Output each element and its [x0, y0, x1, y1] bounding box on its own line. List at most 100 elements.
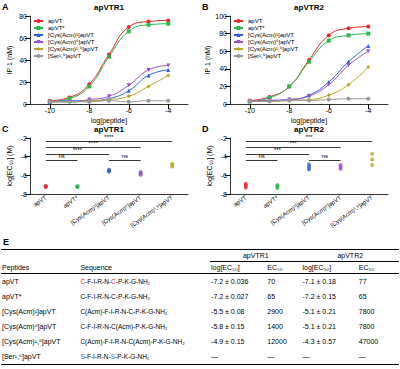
svg-text:[Cys(Acm)¹,⁶]apVT: [Cys(Acm)¹,⁶]apVT	[248, 46, 298, 52]
html-text:apVT*: apVT*	[2, 293, 22, 300]
html-text:apVTR2: apVTR2	[337, 252, 364, 259]
svg-text:-4: -4	[165, 107, 171, 114]
svg-text:apVT*: apVT*	[248, 25, 265, 31]
svg-text:-6: -6	[126, 107, 132, 114]
svg-text:[Cys(Acm)⁶]apVT: [Cys(Acm)⁶]apVT	[48, 39, 95, 45]
svg-text:apVTR1: apVTR1	[94, 125, 124, 134]
svg-text:****: ****	[104, 134, 114, 140]
html-text:7800: 7800	[358, 308, 375, 315]
svg-text:log[peptide]: log[peptide]	[291, 117, 327, 125]
svg-text:-4: -4	[221, 153, 227, 160]
svg-text:40: 40	[19, 57, 27, 64]
svg-text:-2: -2	[21, 135, 27, 142]
svg-text:ns: ns	[258, 153, 264, 159]
html-text:apVTR1: apVTR1	[242, 252, 269, 259]
svg-text:[Cys(Acm)¹,⁶]apVT: [Cys(Acm)¹,⁶]apVT	[329, 194, 374, 228]
svg-text:D: D	[202, 124, 209, 134]
svg-text:ns: ns	[322, 153, 328, 159]
svg-text:-6: -6	[221, 172, 227, 179]
svg-text:apVTR2: apVTR2	[294, 3, 324, 12]
svg-text:***: ***	[274, 147, 282, 153]
svg-text:apVT*: apVT*	[62, 194, 80, 209]
html-text:apVT: apVT	[2, 278, 19, 285]
svg-text:20: 20	[219, 83, 227, 90]
svg-text:apVT: apVT	[248, 18, 263, 24]
html-text:C(Acm)-F-I-R-N-C-P-K-G-NH₂: C(Acm)-F-I-R-N-C-P-K-G-NH₂	[80, 308, 168, 315]
svg-text:apVT*: apVT*	[48, 25, 65, 31]
html-text:[Cys(Acm)⁶]apVT: [Cys(Acm)⁶]apVT	[2, 323, 57, 330]
svg-text:[Cys(Acm)¹]apVT: [Cys(Acm)¹]apVT	[248, 32, 294, 38]
svg-text:60: 60	[19, 35, 27, 42]
svg-text:[Cys(Acm)¹]apVT: [Cys(Acm)¹]apVT	[69, 194, 111, 226]
html-text:70: 70	[267, 278, 276, 285]
svg-text:-8: -8	[86, 107, 92, 114]
svg-text:apVT*: apVT*	[262, 194, 280, 209]
html-text:-5.5 ± 0.08: -5.5 ± 0.08	[211, 308, 245, 315]
html-text:EC₅₀: EC₅₀	[358, 264, 375, 271]
html-text:-7.2 ± 0.027: -7.2 ± 0.027	[211, 293, 249, 300]
svg-text:80: 80	[19, 13, 27, 20]
html-text:2900: 2900	[267, 308, 283, 315]
html-text:Peptides: Peptides	[2, 263, 30, 271]
svg-text:apVT: apVT	[232, 194, 247, 207]
svg-text:40: 40	[219, 65, 227, 72]
html-text:-7.2 ± 0.15: -7.2 ± 0.15	[302, 293, 336, 300]
svg-text:apVT: apVT	[48, 18, 63, 24]
svg-text:ns: ns	[58, 153, 64, 159]
svg-text:[Ser¹,⁶]apVT: [Ser¹,⁶]apVT	[48, 53, 81, 59]
svg-text:log[EC₅₀] (M): log[EC₅₀] (M)	[206, 145, 214, 186]
svg-text:-4: -4	[21, 153, 27, 160]
svg-text:log[peptide]: log[peptide]	[91, 117, 127, 125]
svg-text:-4: -4	[365, 107, 371, 114]
html-text:log[EC₅₀]: log[EC₅₀]	[211, 264, 240, 271]
svg-text:0: 0	[223, 101, 227, 108]
svg-text:[Cys(Acm)⁶]apVT: [Cys(Acm)⁶]apVT	[100, 194, 143, 227]
html-text:-7.2 ± 0.036: -7.2 ± 0.036	[211, 278, 249, 285]
html-text:log[EC₅₀]: log[EC₅₀]	[302, 264, 332, 271]
html-text:-5.1 ± 0.21: -5.1 ± 0.21	[302, 308, 336, 315]
svg-text:****: ****	[73, 147, 83, 153]
svg-text:apVT: apVT	[32, 194, 47, 207]
svg-text:A: A	[2, 2, 9, 12]
svg-text:***: ***	[290, 140, 298, 146]
svg-text:80: 80	[219, 30, 227, 37]
svg-text:-2: -2	[221, 135, 227, 142]
html-text:65: 65	[267, 293, 276, 300]
svg-text:log[EC₅₀] (M): log[EC₅₀] (M)	[6, 145, 14, 186]
svg-text:[Cys(Acm)¹]apVT: [Cys(Acm)¹]apVT	[269, 194, 311, 226]
svg-text:0: 0	[23, 101, 27, 108]
html-text:-7.1 ± 0.18: -7.1 ± 0.18	[302, 278, 336, 285]
svg-text:100: 100	[215, 13, 227, 20]
svg-text:IP 1 (nM): IP 1 (nM)	[6, 46, 14, 75]
html-text:C-F-I-R-N-C-P-K-G-NH₂: C-F-I-R-N-C-P-K-G-NH₂	[80, 293, 151, 300]
svg-text:B: B	[202, 2, 209, 12]
svg-text:[Cys(Acm)⁶]apVT: [Cys(Acm)⁶]apVT	[300, 194, 343, 227]
html-text:Sequence: Sequence	[80, 263, 112, 271]
svg-text:apVTR2: apVTR2	[294, 125, 324, 134]
svg-text:-8: -8	[286, 107, 292, 114]
svg-text:-8: -8	[21, 191, 27, 198]
html-text:[Cys(Acm)¹]apVT: [Cys(Acm)¹]apVT	[2, 308, 56, 315]
svg-text:apVTR1: apVTR1	[94, 3, 124, 12]
svg-text:20: 20	[19, 79, 27, 86]
svg-text:-6: -6	[326, 107, 332, 114]
svg-text:-10: -10	[45, 107, 55, 114]
svg-text:60: 60	[219, 48, 227, 55]
svg-text:-8: -8	[221, 191, 227, 198]
svg-text:-10: -10	[245, 107, 255, 114]
svg-text:***: ***	[305, 134, 313, 140]
svg-text:****: ****	[89, 140, 99, 146]
svg-text:[Ser¹,⁶]apVT: [Ser¹,⁶]apVT	[248, 53, 281, 59]
svg-text:-6: -6	[21, 172, 27, 179]
svg-text:C: C	[2, 124, 9, 134]
svg-text:ns: ns	[122, 153, 128, 159]
svg-text:IP 1 (nM): IP 1 (nM)	[204, 46, 212, 75]
svg-text:[Cys(Acm)¹,⁶]apVT: [Cys(Acm)¹,⁶]apVT	[48, 46, 98, 52]
svg-text:[Cys(Acm)¹,⁶]apVT: [Cys(Acm)¹,⁶]apVT	[129, 194, 174, 228]
html-text:77: 77	[358, 278, 367, 285]
html-text:C -F-I-R-N- C -P-K-G-NH₂: C -F-I-R-N- C -P-K-G-NH₂	[80, 278, 151, 285]
html-text:EC₅₀: EC₅₀	[267, 264, 283, 271]
svg-text:[Cys(Acm)⁶]apVT: [Cys(Acm)⁶]apVT	[248, 39, 295, 45]
svg-text:[Cys(Acm)¹]apVT: [Cys(Acm)¹]apVT	[48, 32, 94, 38]
html-text:65: 65	[358, 293, 367, 300]
